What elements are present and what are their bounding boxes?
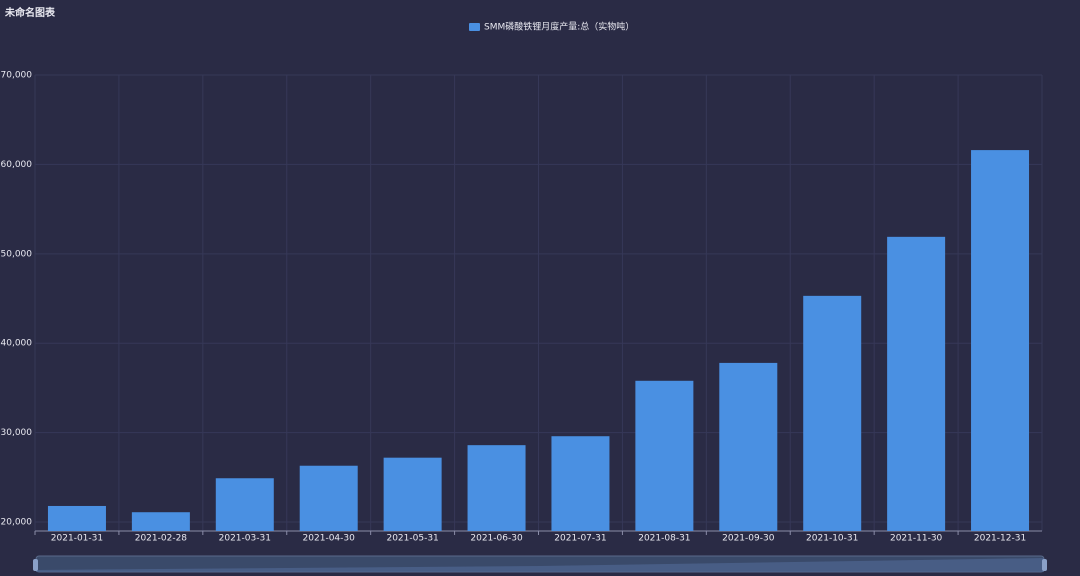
x-tick-label: 2021-09-30 <box>722 534 775 544</box>
bar <box>383 457 442 531</box>
x-tick-label: 2021-12-31 <box>974 534 1026 544</box>
x-tick-label: 2021-03-31 <box>219 534 271 544</box>
x-tick-label: 2021-08-31 <box>638 534 690 544</box>
x-tick-label: 2021-11-30 <box>890 534 943 544</box>
legend-swatch[interactable] <box>469 23 480 31</box>
chart-title: 未命名图表 <box>4 6 56 19</box>
bar <box>971 150 1030 531</box>
x-tick-label: 2021-04-30 <box>303 534 356 544</box>
legend-label[interactable]: SMM磷酸铁锂月度产量:总（实物吨） <box>484 21 634 33</box>
x-tick-label: 2021-05-31 <box>386 534 438 544</box>
zoom-handle[interactable] <box>33 559 38 571</box>
bar <box>467 445 526 531</box>
y-tick-label: 30,000 <box>1 428 33 438</box>
x-tick-label: 2021-07-31 <box>554 534 606 544</box>
zoom-preview <box>36 558 1044 572</box>
bar <box>887 236 946 531</box>
bar <box>551 436 610 531</box>
x-tick-label: 2021-02-28 <box>135 534 188 544</box>
bar <box>635 380 694 531</box>
bar <box>299 465 358 531</box>
x-tick-label: 2021-06-30 <box>470 534 523 544</box>
y-tick-label: 50,000 <box>1 249 33 259</box>
y-tick-label: 40,000 <box>1 339 33 349</box>
bar <box>215 478 274 531</box>
y-tick-label: 70,000 <box>1 71 33 81</box>
bar <box>719 362 778 531</box>
bar <box>47 505 106 531</box>
bar <box>131 512 190 531</box>
y-tick-label: 60,000 <box>1 160 33 170</box>
y-tick-label: 20,000 <box>1 518 33 528</box>
zoom-handle[interactable] <box>1042 559 1047 571</box>
x-tick-label: 2021-10-31 <box>806 534 858 544</box>
bar <box>803 295 862 531</box>
data-zoom[interactable] <box>33 555 1047 573</box>
x-tick-label: 2021-01-31 <box>51 534 103 544</box>
